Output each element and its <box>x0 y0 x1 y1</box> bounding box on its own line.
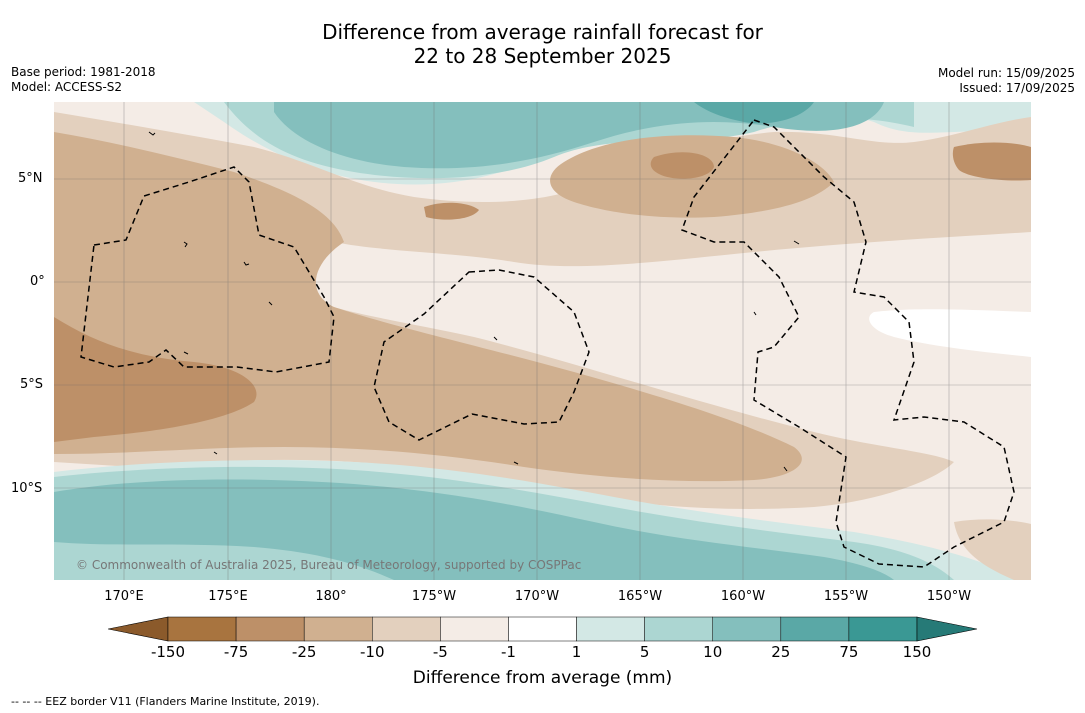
meta-right: Model run: 15/09/2025 Issued: 17/09/2025 <box>938 66 1075 96</box>
legend-cell <box>644 616 713 642</box>
rainfall-map <box>54 102 1031 580</box>
legend-cell <box>576 616 645 642</box>
legend-cell <box>167 616 237 642</box>
title-line-1: Difference from average rainfall forecas… <box>322 20 763 44</box>
model-name: Model: ACCESS-S2 <box>11 80 123 94</box>
eez-border-phoenix <box>373 269 590 441</box>
map-canvas <box>54 102 1031 580</box>
lon-label-165w: 165°W <box>617 589 663 604</box>
graticule <box>54 102 1031 580</box>
lon-label-175e: 175°E <box>208 589 248 604</box>
legend-tick-label: -5 <box>432 643 448 661</box>
legend-tick-label: 10 <box>703 643 723 661</box>
dry-spot-north <box>650 152 714 179</box>
lon-label-160w: 160°W <box>720 589 766 604</box>
eez-border-tuvalu-kiribati <box>80 166 335 373</box>
legend-tick-label: 150 <box>902 643 932 661</box>
dry-region-strong <box>54 317 257 442</box>
north-wet-band-75 <box>694 102 814 124</box>
lon-label-155w: 155°W <box>823 589 869 604</box>
dry-spot-north-east <box>952 142 1031 181</box>
legend-cell <box>780 616 850 642</box>
eez-footnote: -- -- -- EEZ border V11 (Flanders Marine… <box>11 695 320 708</box>
lat-label-10s: 10°S <box>11 481 43 496</box>
south-wet-band-inner <box>54 542 394 580</box>
eez-border-line-islands <box>681 119 1015 568</box>
base-period: Base period: 1981-2018 <box>11 65 156 79</box>
legend-tick-label: -25 <box>291 643 317 661</box>
color-legend-bar <box>108 616 978 642</box>
lat-label-5n: 5°N <box>18 171 43 186</box>
legend-cell <box>848 616 918 642</box>
legend-tick-label: 25 <box>771 643 791 661</box>
lon-label-175w: 175°W <box>411 589 457 604</box>
island-outlines <box>148 131 800 472</box>
legend-cell <box>372 616 441 642</box>
neutral-region-east <box>869 309 1031 357</box>
dry-spot-south-east <box>954 519 1031 580</box>
legend-tick-label: -10 <box>360 643 385 661</box>
legend-arrow-left <box>108 616 169 642</box>
legend-cell <box>508 616 577 642</box>
legend-cell <box>440 616 509 642</box>
lat-label-5s: 5°S <box>20 377 44 392</box>
model-run: Model run: 15/09/2025 <box>937 66 1075 80</box>
legend-title: Difference from average (mm) <box>412 668 673 688</box>
lon-label-170w: 170°W <box>514 589 560 604</box>
legend-tick-label: -75 <box>223 643 249 661</box>
legend-cells <box>167 616 918 642</box>
legend-tick-label: 5 <box>639 643 650 661</box>
copyright-notice: © Commonwealth of Australia 2025, Bureau… <box>76 558 582 572</box>
legend-tick-label: 75 <box>839 643 859 661</box>
legend-tick-label: -150 <box>150 643 186 661</box>
lon-label-170e: 170°E <box>104 589 144 604</box>
legend-cell <box>235 616 305 642</box>
eez-borders <box>80 119 1015 568</box>
issued-date: Issued: 17/09/2025 <box>959 81 1075 95</box>
lon-label-180: 180° <box>315 589 347 604</box>
lon-label-150w: 150°W <box>926 589 972 604</box>
legend-arrow-right <box>916 616 978 642</box>
meta-left: Base period: 1981-2018 Model: ACCESS-S2 <box>11 65 156 95</box>
legend-cell <box>303 616 373 642</box>
legend-cell <box>712 616 782 642</box>
chart-title: Difference from average rainfall forecas… <box>0 20 1085 68</box>
legend-tick-label: -1 <box>500 643 516 661</box>
lat-label-0: 0° <box>30 274 45 289</box>
dry-spot-center <box>424 202 479 220</box>
title-line-2: 22 to 28 September 2025 <box>413 44 672 68</box>
legend-tick-label: 1 <box>571 643 582 661</box>
